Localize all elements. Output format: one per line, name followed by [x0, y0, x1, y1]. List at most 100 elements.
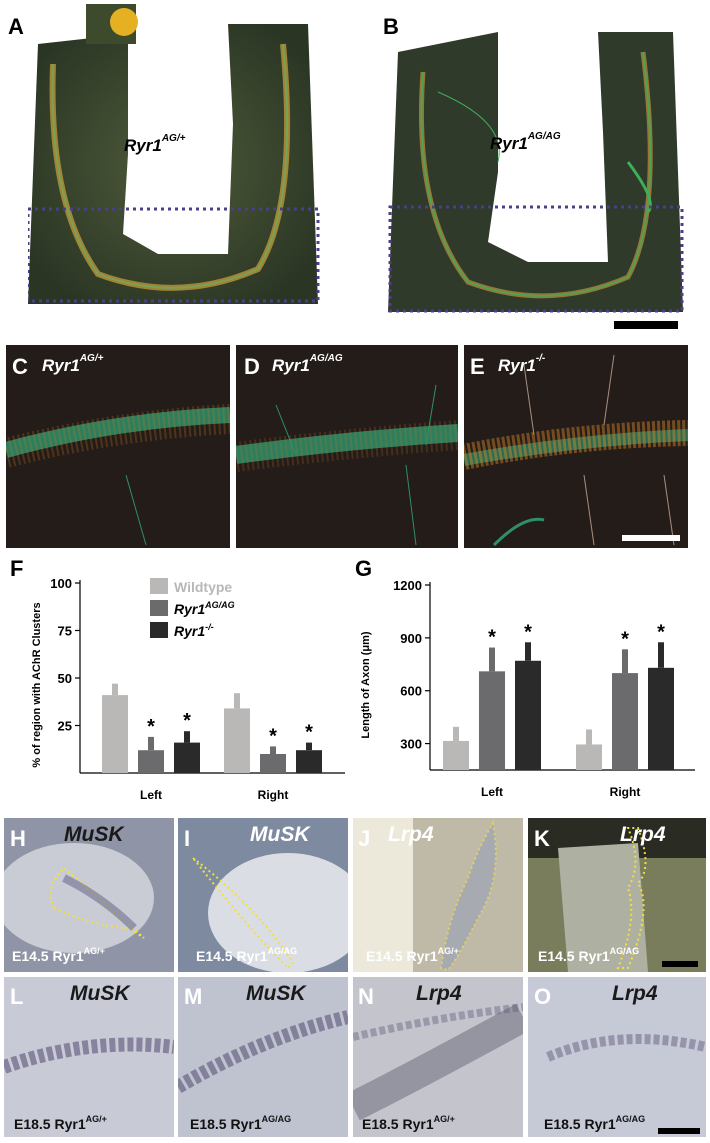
panel-l-gene: MuSK [70, 982, 130, 1005]
panel-k-image [528, 818, 706, 972]
panel-m-gene: MuSK [246, 982, 306, 1005]
significance-star: * [305, 722, 313, 744]
panel-m-stage: E18.5 Ryr1AG/AG [190, 1114, 292, 1132]
panel-h-stage: E14.5 Ryr1AG/+ [12, 946, 105, 964]
panel-i-stage: E14.5 Ryr1AG/AG [196, 946, 298, 964]
panel-label-n: N [358, 984, 374, 1009]
category-label: Left [481, 785, 503, 799]
legend-label: Ryr1AG/AG [174, 600, 235, 617]
panel-label-c: C [12, 354, 28, 379]
significance-star: * [269, 725, 277, 747]
error-bar [658, 642, 664, 668]
legend-swatch [150, 578, 168, 594]
scale-bar-lo [658, 1128, 700, 1134]
panel-o-stage: E18.5 Ryr1AG/AG [544, 1114, 646, 1132]
panel-m-image [178, 977, 348, 1137]
panel-label-j: J [358, 826, 371, 851]
panel-b-genotype: Ryr1AG/AG [490, 131, 561, 153]
error-bar [112, 683, 118, 696]
significance-star: * [657, 621, 665, 643]
panel-a-image [28, 4, 328, 316]
scale-bar-cde [622, 535, 680, 541]
error-bar [184, 731, 190, 743]
panel-l-image [4, 977, 174, 1137]
bar [260, 754, 286, 773]
bar [174, 742, 200, 773]
panel-j-image [353, 818, 523, 972]
panel-i-gene: MuSK [250, 823, 310, 846]
y-tick-label: 900 [400, 631, 422, 646]
y-tick-label: 100 [50, 576, 72, 591]
panel-n-stage: E18.5 Ryr1AG/+ [362, 1114, 455, 1132]
error-bar [148, 736, 154, 751]
significance-star: * [147, 716, 155, 738]
legend-label: Wildtype [174, 579, 232, 595]
category-label: Left [140, 788, 162, 802]
panel-d-image [236, 345, 458, 548]
error-bar [622, 649, 628, 674]
panel-k-stage: E14.5 Ryr1AG/AG [538, 946, 640, 964]
panel-h-gene: MuSK [64, 823, 124, 846]
panel-n-gene: Lrp4 [416, 982, 462, 1005]
panel-label-h: H [10, 826, 26, 851]
legend-swatch [150, 600, 168, 616]
bar [138, 750, 164, 773]
legend-swatch [150, 622, 168, 638]
panel-label-f: F [10, 556, 24, 581]
panel-l-stage: E18.5 Ryr1AG/+ [14, 1114, 107, 1132]
y-tick-label: 25 [58, 719, 72, 734]
panel-i-image [178, 818, 348, 972]
y-tick-label: 300 [400, 737, 422, 752]
panel-c-genotype: Ryr1AG/+ [42, 353, 104, 375]
panel-label-e: E [470, 354, 485, 379]
bar [102, 695, 128, 773]
error-bar [489, 647, 495, 672]
y-tick-label: 75 [58, 624, 72, 639]
panel-e-genotype: Ryr1-/- [498, 353, 546, 375]
panel-label-a: A [8, 14, 24, 39]
panel-k-gene: Lrp4 [620, 823, 666, 846]
chart-g-ylabel: Length of Axon (μm) [360, 631, 372, 738]
bar [576, 744, 602, 770]
error-bar [525, 642, 531, 661]
panel-b-image [388, 12, 688, 317]
panel-a-genotype: Ryr1AG/+ [124, 133, 186, 155]
category-label: Right [258, 788, 289, 802]
panel-h-image [4, 818, 174, 972]
panel-o-image [528, 977, 706, 1137]
error-bar [453, 726, 459, 741]
panel-d-genotype: Ryr1AG/AG [272, 353, 343, 375]
bar [612, 673, 638, 770]
error-bar [270, 746, 276, 754]
bar [479, 671, 505, 770]
chart-f: % of region with AChR Clusters Wildtype R… [31, 576, 345, 802]
legend-label: Ryr1-/- [174, 622, 214, 639]
bar [296, 750, 322, 773]
panel-e-image [464, 345, 688, 548]
scale-bar-ab [614, 321, 678, 329]
panel-label-m: M [184, 984, 203, 1009]
error-bar [306, 742, 312, 751]
panel-label-l: L [10, 984, 24, 1009]
panel-label-k: K [534, 826, 550, 851]
significance-star: * [621, 628, 629, 650]
y-tick-label: 1200 [393, 578, 422, 593]
y-tick-label: 600 [400, 684, 422, 699]
bar [443, 740, 469, 770]
scale-bar-hk [662, 961, 698, 967]
panel-label-o: O [534, 984, 552, 1009]
bar [515, 660, 541, 770]
panel-c-image [6, 345, 230, 548]
bar [224, 708, 250, 773]
chart-g: Length of Axon (μm) 300 600 900 1200 * * Left *… [360, 578, 695, 799]
panel-label-i: I [184, 826, 191, 851]
chart-f-ylabel: % of region with AChR Clusters [31, 602, 43, 767]
category-label: Right [610, 785, 641, 799]
panel-label-d: D [244, 354, 260, 379]
error-bar [586, 729, 592, 745]
panel-j-gene: Lrp4 [388, 823, 434, 846]
panel-label-g: G [355, 556, 373, 581]
panel-j-stage: E14.5 Ryr1AG/+ [366, 946, 459, 964]
panel-n-image [353, 977, 523, 1137]
panel-label-b: B [383, 14, 399, 39]
